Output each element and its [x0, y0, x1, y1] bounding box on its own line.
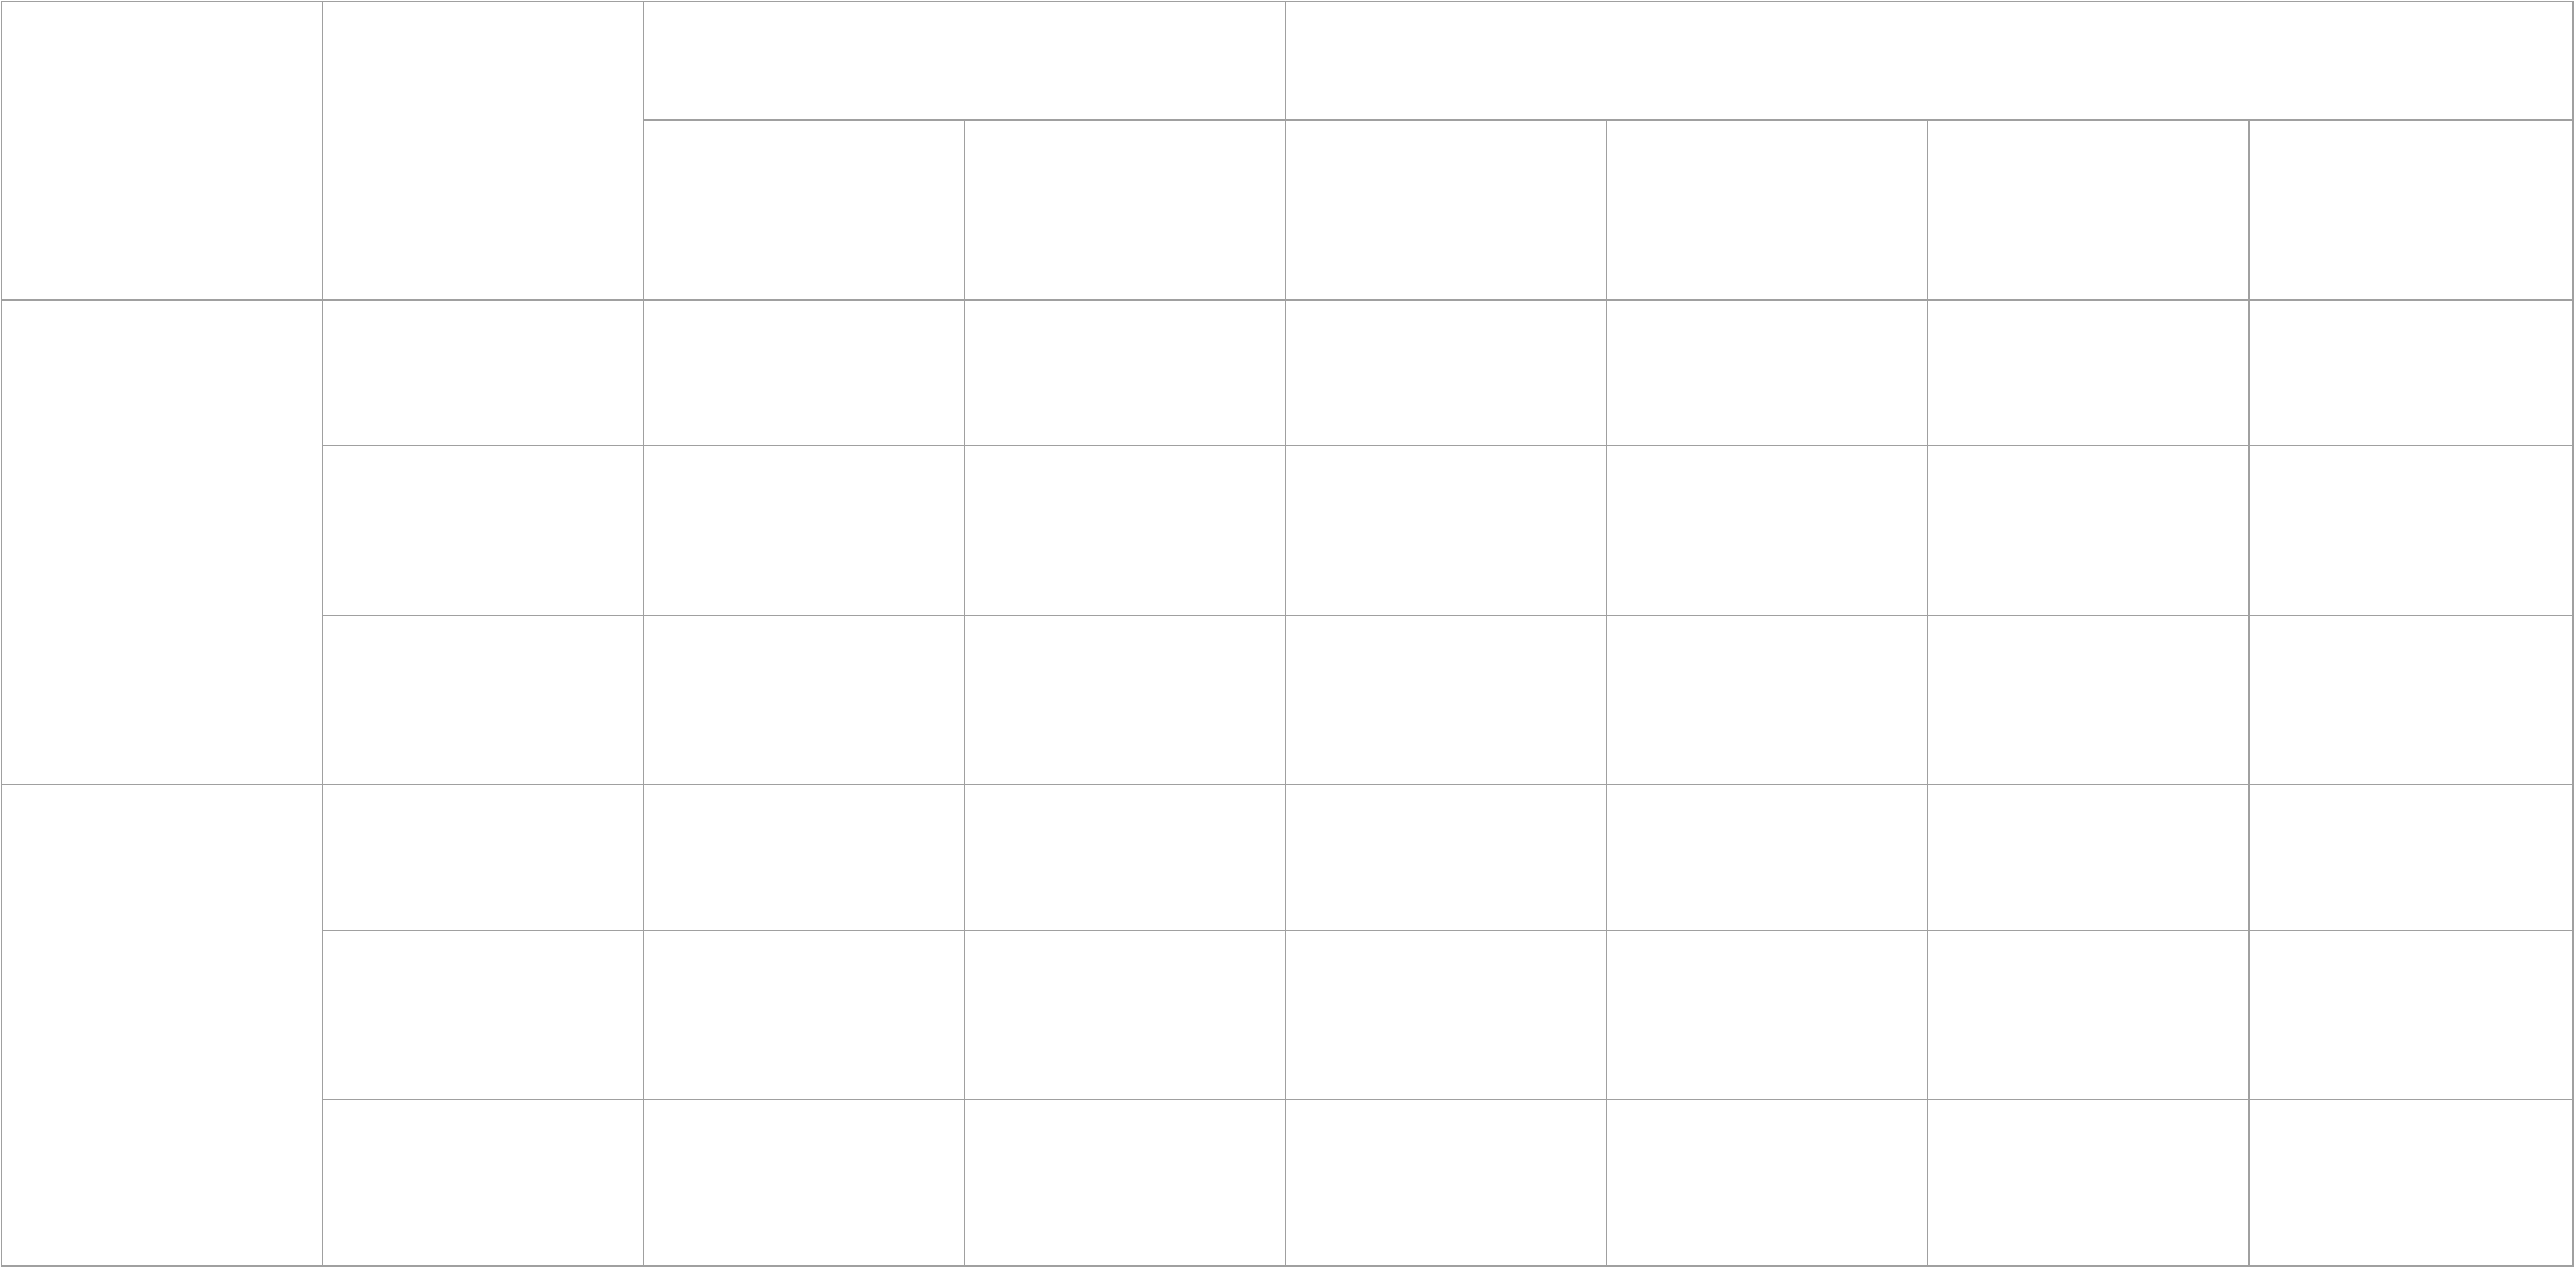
data-cell — [1285, 929, 1607, 1101]
data-cell — [1285, 299, 1607, 447]
data-cell — [964, 929, 1286, 1101]
table-row — [2, 929, 2574, 1101]
data-cell — [643, 929, 965, 1101]
subheader-cell — [964, 119, 1286, 302]
subheader-cell — [2248, 119, 2574, 302]
row-group-label-2 — [1, 783, 323, 1268]
data-cell — [1606, 929, 1928, 1101]
data-cell — [1606, 299, 1928, 447]
data-cell — [1285, 783, 1607, 931]
data-cell — [1606, 614, 1928, 785]
table-row — [1, 299, 2574, 785]
table-row — [2, 119, 2574, 302]
data-cell — [643, 445, 965, 616]
header-corner-1 — [1, 0, 323, 302]
subheader-cell — [1285, 119, 1607, 302]
table-row — [2, 614, 2574, 785]
row-group-label-1 — [1, 299, 323, 785]
data-cell — [1927, 1099, 2250, 1267]
data-cell — [1606, 445, 1928, 616]
row-label — [322, 445, 644, 616]
table-row — [2, 1099, 2574, 1267]
row-label — [322, 299, 644, 447]
data-cell — [643, 783, 965, 931]
table-row — [1, 0, 2574, 302]
row-label — [322, 929, 644, 1101]
subheader-cell — [1927, 119, 2250, 302]
header-group-1 — [643, 0, 1286, 122]
table-row — [2, 445, 2574, 616]
data-cell — [1285, 445, 1607, 616]
data-cell — [1927, 783, 2250, 931]
data-cell — [964, 783, 1286, 931]
data-cell — [964, 299, 1286, 447]
table-row — [1, 783, 2574, 1268]
data-cell — [2248, 1099, 2574, 1267]
row-label — [322, 783, 644, 931]
header-group-2 — [1285, 0, 2574, 122]
data-cell — [1927, 445, 2250, 616]
data-cell — [1927, 929, 2250, 1101]
data-cell — [1285, 614, 1607, 785]
data-cell — [2248, 299, 2574, 447]
data-cell — [643, 614, 965, 785]
data-cell — [964, 1099, 1286, 1267]
data-cell — [1285, 1099, 1607, 1267]
data-cell — [1606, 1099, 1928, 1267]
data-cell — [1927, 299, 2250, 447]
data-cell — [2248, 929, 2574, 1101]
row-label — [322, 1099, 644, 1267]
data-cell — [1927, 614, 2250, 785]
data-cell — [1606, 783, 1928, 931]
data-cell — [2248, 614, 2574, 785]
data-cell — [2248, 783, 2574, 931]
data-cell — [643, 1099, 965, 1267]
data-cell — [964, 614, 1286, 785]
data-cell — [964, 445, 1286, 616]
data-cell — [643, 299, 965, 447]
data-cell — [2248, 445, 2574, 616]
subheader-cell — [1606, 119, 1928, 302]
header-corner-2 — [322, 0, 644, 302]
subheader-cell — [643, 119, 965, 302]
row-label — [322, 614, 644, 785]
